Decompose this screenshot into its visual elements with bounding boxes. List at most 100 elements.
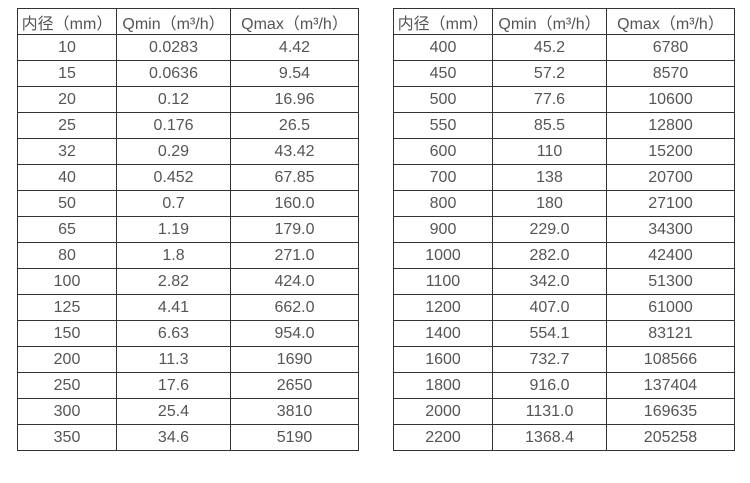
table-cell: 1200 [393,294,493,321]
table-cell: 100 [17,268,117,295]
table-cell: 229.0 [492,216,607,243]
table-cell: 424.0 [230,268,359,295]
table-cell: 342.0 [492,268,607,295]
table-cell: 1368.4 [492,424,607,451]
table-cell: 137404 [606,372,735,399]
flow-spec-table-left: 内径（mm） Qmin（m³/h） Qmax（m³/h） 10 0.0283 4.42 1… [17,8,359,451]
table-row: 400 45.2 6780 [393,34,735,61]
table-cell: 27100 [606,190,735,217]
table-cell: 10 [17,34,117,61]
flow-spec-table-right: 内径（mm） Qmin（m³/h） Qmax（m³/h） 400 45.2 6780 45… [393,8,735,451]
table-cell: 1.19 [116,216,231,243]
table-row: 1600 732.7 108566 [393,346,735,373]
table-row: 200 11.3 1690 [17,346,359,373]
table-row: 25 0.176 26.5 [17,112,359,139]
table-cell: 407.0 [492,294,607,321]
table-cell: 50 [17,190,117,217]
table-cell: 83121 [606,320,735,347]
table-cell: 15200 [606,138,735,165]
table-row: 2200 1368.4 205258 [393,424,735,451]
table-row: 300 25.4 3810 [17,398,359,425]
table-cell: 3810 [230,398,359,425]
table-row: 125 4.41 662.0 [17,294,359,321]
table-cell: 554.1 [492,320,607,347]
table-row: 10 0.0283 4.42 [17,34,359,61]
table-row: 32 0.29 43.42 [17,138,359,165]
table-row: 150 6.63 954.0 [17,320,359,347]
table-row: 40 0.452 67.85 [17,164,359,191]
table-cell: 4.42 [230,34,359,61]
table-cell: 32 [17,138,117,165]
table-cell: 0.452 [116,164,231,191]
table-cell: 0.0636 [116,60,231,87]
table-cell: 160.0 [230,190,359,217]
table-cell: 500 [393,86,493,113]
table-cell: 43.42 [230,138,359,165]
table-cell: 1100 [393,268,493,295]
table-row: 550 85.5 12800 [393,112,735,139]
table-cell: 57.2 [492,60,607,87]
table-row: 1400 554.1 83121 [393,320,735,347]
table-row: 450 57.2 8570 [393,60,735,87]
table-cell: 2.82 [116,268,231,295]
table-cell: 26.5 [230,112,359,139]
table-cell: 2200 [393,424,493,451]
table-cell: 42400 [606,242,735,269]
table-cell: 61000 [606,294,735,321]
table-cell: 6780 [606,34,735,61]
table-cell: 662.0 [230,294,359,321]
table-cell: 12800 [606,112,735,139]
table-cell: 2650 [230,372,359,399]
table-cell: 450 [393,60,493,87]
table-row: 1000 282.0 42400 [393,242,735,269]
column-header: Qmin（m³/h） [116,8,231,35]
table-cell: 110 [492,138,607,165]
table-row: 1200 407.0 61000 [393,294,735,321]
table-row: 65 1.19 179.0 [17,216,359,243]
table-cell: 1.8 [116,242,231,269]
table-row: 15 0.0636 9.54 [17,60,359,87]
table-row: 2000 1131.0 169635 [393,398,735,425]
table-cell: 5190 [230,424,359,451]
column-header: Qmax（m³/h） [606,8,735,35]
table-cell: 45.2 [492,34,607,61]
table-cell: 16.96 [230,86,359,113]
table-row: 600 110 15200 [393,138,735,165]
table-cell: 1000 [393,242,493,269]
table-cell: 0.0283 [116,34,231,61]
table-cell: 700 [393,164,493,191]
table-row: 800 180 27100 [393,190,735,217]
table-cell: 900 [393,216,493,243]
table-row: 700 138 20700 [393,164,735,191]
table-cell: 51300 [606,268,735,295]
table-cell: 179.0 [230,216,359,243]
table-cell: 11.3 [116,346,231,373]
table-cell: 732.7 [492,346,607,373]
table-cell: 169635 [606,398,735,425]
table-cell: 0.7 [116,190,231,217]
table-row: 900 229.0 34300 [393,216,735,243]
table-row: 100 2.82 424.0 [17,268,359,295]
table-cell: 17.6 [116,372,231,399]
table-cell: 282.0 [492,242,607,269]
column-header: Qmax（m³/h） [230,8,359,35]
table-cell: 600 [393,138,493,165]
table-cell: 1400 [393,320,493,347]
table-cell: 6.63 [116,320,231,347]
table-row: 250 17.6 2650 [17,372,359,399]
table-cell: 108566 [606,346,735,373]
table-cell: 138 [492,164,607,191]
table-cell: 1600 [393,346,493,373]
table-row: 350 34.6 5190 [17,424,359,451]
table-cell: 25 [17,112,117,139]
table-header-row: 内径（mm） Qmin（m³/h） Qmax（m³/h） [393,8,735,35]
table-cell: 180 [492,190,607,217]
column-header: Qmin（m³/h） [492,8,607,35]
table-cell: 65 [17,216,117,243]
table-cell: 34300 [606,216,735,243]
spec-tables-container: 内径（mm） Qmin（m³/h） Qmax（m³/h） 10 0.0283 4.42 1… [17,8,735,451]
table-cell: 271.0 [230,242,359,269]
table-cell: 800 [393,190,493,217]
table-cell: 0.12 [116,86,231,113]
table-row: 1800 916.0 137404 [393,372,735,399]
